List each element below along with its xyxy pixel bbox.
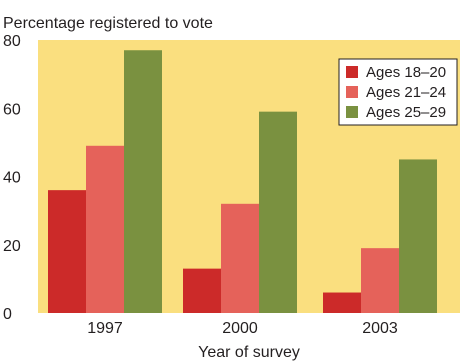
bar	[86, 145, 124, 313]
bar	[183, 268, 221, 313]
bars-group	[48, 50, 437, 314]
bar	[361, 248, 399, 313]
y-tick-label: 40	[3, 170, 21, 187]
legend-label: Ages 21–24	[366, 84, 446, 101]
x-axis-label: Year of survey	[198, 344, 300, 361]
bar	[221, 203, 259, 313]
bar	[124, 50, 162, 314]
y-tick-label: 0	[3, 306, 12, 323]
legend-swatch	[346, 66, 358, 78]
legend: Ages 18–20 Ages 21–24 Ages 25–29	[338, 58, 458, 126]
bar	[399, 159, 437, 313]
chart-title: Percentage registered to vote	[3, 15, 213, 32]
bar	[259, 111, 297, 313]
legend-swatch	[346, 106, 358, 118]
bar	[323, 292, 361, 313]
y-tick-label: 60	[3, 101, 21, 118]
bar	[48, 190, 86, 313]
x-axis-ticks: 1997 2000 2003	[87, 320, 398, 337]
legend-box	[338, 58, 458, 126]
x-tick-label: 2003	[362, 320, 398, 337]
legend-label: Ages 25–29	[366, 104, 446, 121]
x-tick-label: 2000	[222, 320, 258, 337]
y-tick-label: 80	[3, 33, 21, 50]
x-tick-label: 1997	[87, 320, 123, 337]
legend-swatch	[346, 86, 358, 98]
y-axis-ticks: 0 20 40 60 80	[3, 33, 21, 323]
y-tick-label: 20	[3, 238, 21, 255]
legend-label: Ages 18–20	[366, 64, 446, 81]
